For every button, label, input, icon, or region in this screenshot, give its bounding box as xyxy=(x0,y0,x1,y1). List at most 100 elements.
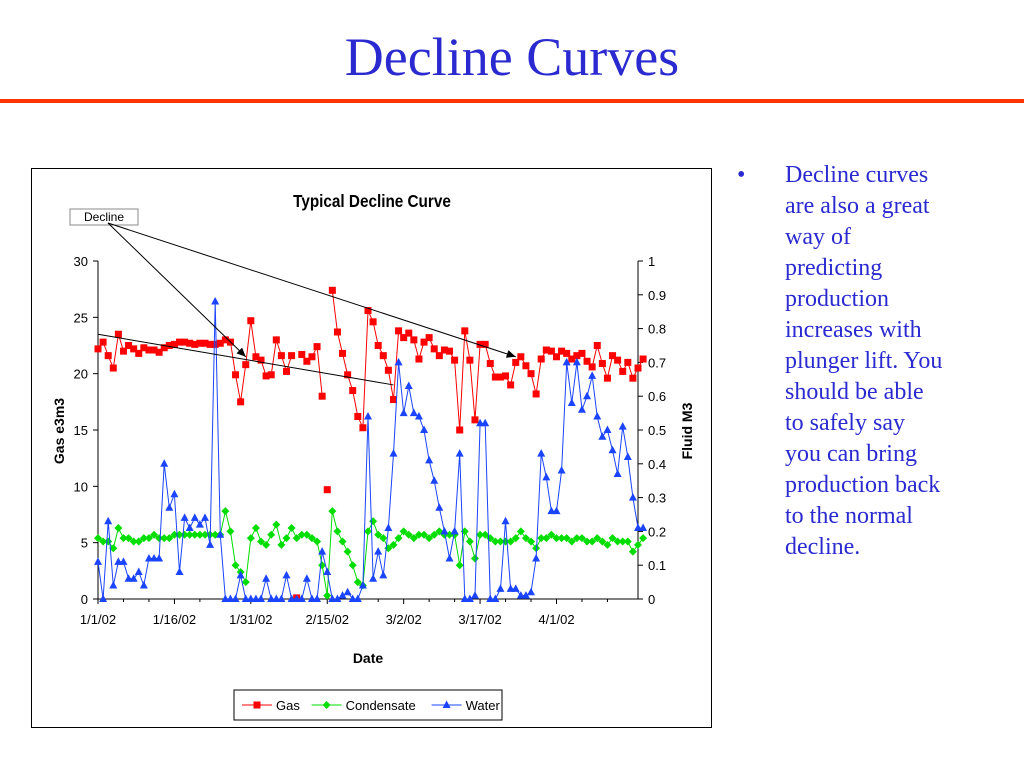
gas-point xyxy=(537,355,545,363)
water-point xyxy=(547,506,556,515)
water-point xyxy=(155,553,164,562)
water-point xyxy=(603,425,612,433)
condensate-point xyxy=(598,537,607,546)
condensate-point xyxy=(114,524,123,533)
y-right-tick-label: 0.9 xyxy=(648,288,666,303)
water-point xyxy=(216,530,225,538)
gas-point xyxy=(150,346,158,354)
water-point xyxy=(628,493,637,501)
condensate-point xyxy=(628,547,637,556)
gas-point xyxy=(94,345,102,353)
gas-point xyxy=(257,356,265,364)
gas-point xyxy=(379,352,387,360)
gas-point xyxy=(196,339,204,347)
water-point xyxy=(150,553,159,562)
water-point xyxy=(435,503,444,511)
gas-point xyxy=(216,339,224,347)
gas-point xyxy=(440,346,448,354)
y-right-tick-label: 0.5 xyxy=(648,423,666,438)
condensate-point xyxy=(287,524,296,533)
water-point xyxy=(313,594,322,602)
legend-water-marker xyxy=(442,700,451,708)
water-point xyxy=(552,506,561,515)
gas-point xyxy=(491,373,499,381)
condensate-point xyxy=(155,534,164,543)
gas-point xyxy=(181,338,189,346)
gas-point xyxy=(446,347,454,355)
condensate-point xyxy=(267,530,276,539)
condensate-point xyxy=(435,527,444,536)
condensate-point xyxy=(389,540,398,549)
gas-point xyxy=(451,356,459,364)
gas-point xyxy=(598,360,606,368)
water-point xyxy=(307,594,316,602)
condensate-point xyxy=(409,534,418,543)
water-point xyxy=(277,594,286,602)
gas-point xyxy=(563,349,571,357)
water-point xyxy=(521,591,530,599)
gas-point xyxy=(583,357,591,365)
y-axis-right-label: Fluid M3 xyxy=(679,402,695,459)
gas-point xyxy=(410,336,418,344)
gas-point xyxy=(191,340,199,348)
water-point xyxy=(404,381,413,390)
condensate-point xyxy=(501,537,510,546)
gas-point xyxy=(456,426,464,434)
water-point xyxy=(394,357,403,366)
gas-point xyxy=(272,336,280,344)
condensate-point xyxy=(577,534,586,543)
y-right-tick-label: 0.4 xyxy=(648,457,666,472)
condensate-point xyxy=(160,534,169,543)
water-point xyxy=(160,459,169,467)
condensate-point xyxy=(521,534,530,543)
water-point xyxy=(292,594,301,602)
gas-point xyxy=(400,334,408,342)
water-point xyxy=(567,398,576,406)
water-point xyxy=(598,432,607,440)
gas-point xyxy=(252,353,260,361)
gas-point xyxy=(430,345,438,353)
gas-point xyxy=(242,361,250,369)
water-point xyxy=(348,594,357,602)
decline-chart: Typical Decline Curve 0 5 10 15 20 25 30 0 0.1 0.… xyxy=(51,191,695,721)
gas-point xyxy=(328,286,336,294)
legend-gas-marker xyxy=(253,701,261,709)
water-point xyxy=(465,594,474,602)
bullet-marker: • xyxy=(737,162,746,188)
y-left-tick-label: 10 xyxy=(74,479,88,494)
water-point xyxy=(257,594,266,602)
gas-point xyxy=(395,327,403,335)
gas-point xyxy=(206,340,214,348)
condensate-point xyxy=(323,591,332,600)
condensate-point xyxy=(552,534,561,543)
condensate-point xyxy=(623,537,632,546)
gas-point xyxy=(323,486,331,494)
gas-point xyxy=(262,372,270,380)
condensate-point xyxy=(425,534,434,543)
water-point xyxy=(532,553,541,562)
condensate-point xyxy=(603,540,612,549)
water-point xyxy=(358,580,367,589)
plot-area: 0 5 10 15 20 25 30 0 0.1 0.2 0.3 0.4 0.5 0.6 0.7 0.8 0.9… xyxy=(69,208,666,627)
condensate-point xyxy=(420,530,429,539)
gas-point xyxy=(374,342,382,349)
y-right-tick-label: 0.6 xyxy=(648,389,666,404)
chart-title: Typical Decline Curve xyxy=(293,191,451,211)
water-point xyxy=(353,594,362,602)
y-left-tick-label: 25 xyxy=(74,310,88,325)
condensate-point xyxy=(175,530,184,539)
condensate-point xyxy=(257,537,266,546)
condensate-point xyxy=(476,530,485,539)
water-point xyxy=(129,574,138,582)
annotation-arrowhead xyxy=(505,350,516,358)
condensate-point xyxy=(282,534,291,543)
gas-point xyxy=(339,349,347,357)
water-point xyxy=(639,523,648,532)
water-point xyxy=(251,594,260,602)
gas-point xyxy=(130,345,138,353)
condensate-point xyxy=(364,527,372,536)
gas-point xyxy=(125,342,133,349)
gas-point xyxy=(354,412,362,420)
water-point xyxy=(583,391,592,400)
water-point xyxy=(476,418,485,427)
